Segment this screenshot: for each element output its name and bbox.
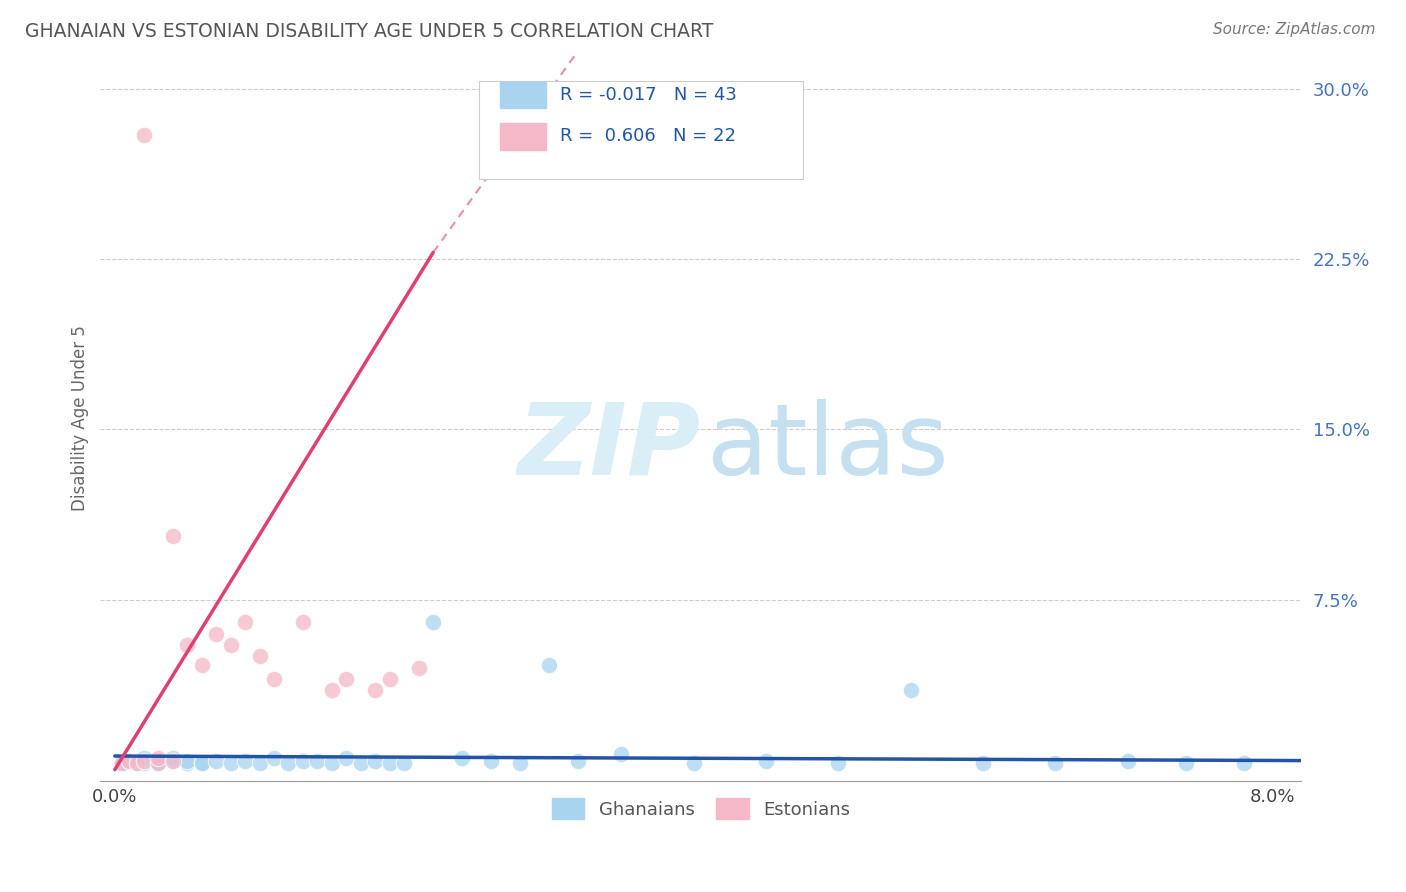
Point [1116,754,1139,768]
Point [190,756,212,770]
Point [263,751,285,765]
Point [350,756,373,770]
Text: Source: ZipAtlas.com: Source: ZipAtlas.com [1212,22,1375,37]
Text: GHANAIAN VS ESTONIAN DISABILITY AGE UNDER 5 CORRELATION CHART: GHANAIAN VS ESTONIAN DISABILITY AGE UNDE… [25,22,714,41]
Text: R =  0.606   N = 22: R = 0.606 N = 22 [561,128,737,145]
Point [307,754,329,768]
Point [132,751,155,765]
Point [205,626,228,640]
Point [610,747,633,761]
Point [148,756,170,770]
Bar [501,82,546,108]
Point [364,683,387,698]
Point [249,756,271,770]
Point [125,756,148,770]
Y-axis label: Disability Age Under 5: Disability Age Under 5 [72,325,89,511]
Point [1232,756,1254,770]
Point [205,754,228,768]
Point [378,756,401,770]
Point [190,756,212,770]
Point [408,660,430,674]
Point [162,754,184,768]
Point [263,672,285,686]
Point [479,754,502,768]
Point [451,751,474,765]
Point [277,756,299,770]
Point [249,649,271,664]
Point [233,754,256,768]
Point [422,615,444,630]
Point [1174,756,1197,770]
Point [682,756,704,770]
Legend: Ghanaians, Estonians: Ghanaians, Estonians [544,791,858,826]
Point [162,529,184,543]
Point [900,683,922,698]
FancyBboxPatch shape [478,80,803,178]
Point [321,683,343,698]
Point [162,751,184,765]
Point [148,756,170,770]
Point [972,756,994,770]
Bar [501,123,546,150]
Point [755,754,778,768]
Point [118,754,141,768]
Point [111,756,134,770]
Point [1045,756,1067,770]
Text: atlas: atlas [707,399,949,496]
Point [132,756,155,770]
Point [118,754,141,768]
Point [125,756,148,770]
Point [148,754,170,768]
Point [176,754,198,768]
Point [394,756,416,770]
Point [321,756,343,770]
Point [132,128,155,142]
Point [190,658,212,673]
Point [291,754,314,768]
Text: R = -0.017   N = 43: R = -0.017 N = 43 [561,86,737,104]
Point [335,672,357,686]
Point [148,751,170,765]
Point [219,756,242,770]
Point [233,615,256,630]
Point [176,756,198,770]
Point [567,754,589,768]
Point [378,672,401,686]
Point [132,754,155,768]
Point [335,751,357,765]
Point [291,615,314,630]
Point [162,754,184,768]
Point [219,638,242,652]
Point [509,756,531,770]
Point [176,638,198,652]
Point [364,754,387,768]
Point [827,756,849,770]
Text: ZIP: ZIP [517,399,700,496]
Point [111,756,134,770]
Point [537,658,560,673]
